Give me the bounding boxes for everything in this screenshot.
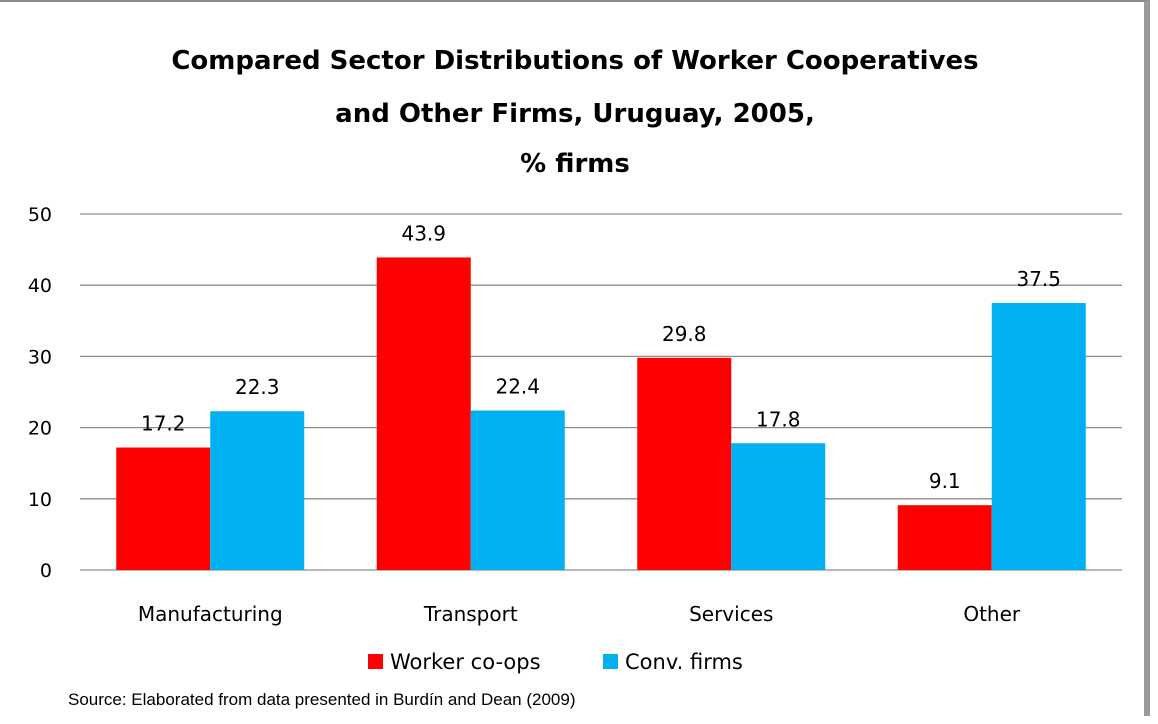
bar-worker-coops (116, 447, 211, 570)
data-label: 22.4 (495, 375, 540, 399)
y-tick-label: 20 (28, 418, 52, 440)
data-label: 17.2 (141, 412, 186, 436)
legend-swatch (368, 654, 383, 669)
legend-label: Conv. firms (625, 650, 743, 674)
category-labels: Manufacturing Transport Services Other (138, 602, 1021, 626)
legend-swatch (603, 654, 618, 669)
category-label: Transport (423, 602, 518, 626)
category-label: Other (963, 602, 1021, 626)
bar-worker-coops (637, 357, 732, 570)
y-tick-label: 30 (28, 346, 52, 368)
category-label: Services (689, 602, 773, 626)
data-label: 22.3 (235, 375, 280, 399)
y-tick-labels: 0 10 20 30 40 50 (28, 204, 52, 582)
data-label: 9.1 (929, 469, 961, 493)
data-label: 43.9 (401, 221, 446, 245)
y-tick-label: 0 (40, 560, 52, 582)
legend-label: Worker co-ops (390, 650, 541, 674)
y-tick-label: 50 (28, 204, 52, 226)
bar-conv-firms (991, 303, 1086, 570)
data-labels: 17.2 22.3 43.9 22.4 29.8 17.8 9.1 37.5 (141, 221, 1061, 493)
data-label: 29.8 (662, 322, 707, 346)
legend: Worker co-ops Conv. firms (368, 650, 743, 674)
chart-title-line-3: % firms (520, 149, 630, 179)
source-note: Source: Elaborated from data presented i… (68, 690, 576, 709)
chart-title-line-2: and Other Firms, Uruguay, 2005, (335, 99, 815, 129)
data-label: 17.8 (756, 407, 801, 431)
category-label: Manufacturing (138, 602, 283, 626)
data-label: 37.5 (1016, 267, 1061, 291)
bar-worker-coops (376, 257, 471, 570)
bars (116, 257, 1086, 570)
bar-worker-coops (897, 505, 992, 570)
bar-conv-firms (731, 443, 826, 570)
y-tick-label: 10 (28, 489, 52, 511)
chart-title-line-1: Compared Sector Distributions of Worker … (171, 46, 978, 76)
bar-conv-firms (210, 411, 305, 570)
bar-conv-firms (470, 410, 565, 570)
chart-title: Compared Sector Distributions of Worker … (171, 46, 978, 179)
y-tick-label: 40 (28, 275, 52, 297)
